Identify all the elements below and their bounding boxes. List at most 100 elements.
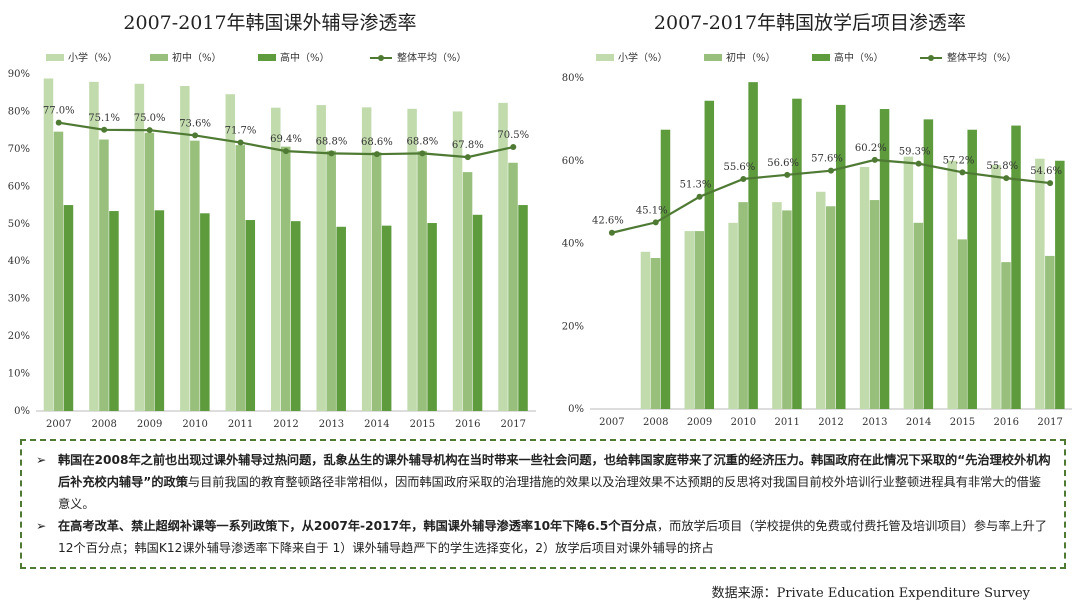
bar bbox=[144, 132, 155, 411]
x-tick-label: 2009 bbox=[687, 417, 712, 428]
bar bbox=[407, 108, 417, 411]
bar bbox=[1011, 125, 1021, 410]
x-tick-label: 2012 bbox=[273, 419, 298, 430]
bar bbox=[684, 231, 695, 409]
bar bbox=[694, 231, 705, 409]
bar bbox=[291, 221, 301, 411]
x-tick-label: 2017 bbox=[501, 419, 526, 430]
bar bbox=[991, 164, 1001, 409]
y-tick-label: 50% bbox=[8, 219, 30, 230]
bar bbox=[462, 172, 473, 411]
average-point bbox=[871, 156, 878, 163]
x-tick-label: 2007 bbox=[46, 419, 71, 430]
data-label: 68.8% bbox=[406, 136, 438, 147]
y-tick-label: 20% bbox=[8, 331, 30, 342]
average-point bbox=[55, 119, 62, 126]
data-label: 69.4% bbox=[270, 134, 302, 145]
data-label: 57.2% bbox=[943, 155, 975, 166]
data-label: 71.7% bbox=[225, 126, 257, 137]
data-label: 75.1% bbox=[88, 113, 120, 124]
average-point bbox=[959, 169, 966, 176]
legend-label: 小学（%） bbox=[68, 51, 118, 64]
legend-label: 高中（%） bbox=[834, 51, 884, 64]
x-tick-label: 2015 bbox=[950, 417, 975, 428]
average-point bbox=[373, 151, 380, 158]
bar bbox=[836, 104, 846, 410]
bar bbox=[869, 200, 880, 409]
y-tick-label: 40% bbox=[8, 256, 30, 267]
bar bbox=[472, 214, 483, 411]
bar bbox=[109, 211, 119, 411]
legend-label: 整体平均（%） bbox=[947, 51, 1017, 64]
chart-svg: 0% 10% 20% 30% 40% 50% 60% 70% 80% 90% 2007 2008 200… bbox=[8, 51, 536, 430]
bar bbox=[281, 146, 291, 412]
arrow-bullet-icon: ➢ bbox=[36, 519, 47, 533]
bar bbox=[417, 151, 427, 411]
x-tick-label: 2017 bbox=[1037, 417, 1062, 428]
chart-svg: 0% 20% 40% 60% 80% 2007 2008 2009 2010 2011 2012 20… bbox=[562, 51, 1072, 428]
bar bbox=[271, 107, 281, 411]
data-label: 57.6% bbox=[811, 154, 843, 165]
y-tick-label: 30% bbox=[8, 294, 30, 305]
average-point bbox=[784, 171, 791, 178]
x-tick-label: 2015 bbox=[410, 419, 435, 430]
legend-swatch bbox=[596, 54, 614, 61]
average-point bbox=[464, 154, 471, 161]
note-text: 与目前我国的教育整顿路径非常相似，因而韩国政府采取的治理措施的效果以及治理效果不… bbox=[58, 475, 1042, 511]
bar bbox=[508, 162, 518, 411]
bar bbox=[225, 94, 236, 411]
bar bbox=[235, 145, 246, 411]
bar bbox=[427, 223, 437, 411]
x-tick-label: 2008 bbox=[91, 419, 116, 430]
bar bbox=[518, 205, 528, 411]
bar bbox=[816, 191, 826, 409]
bar bbox=[967, 129, 977, 409]
bar bbox=[154, 210, 165, 411]
x-tick-label: 2012 bbox=[818, 417, 843, 428]
bar bbox=[245, 220, 256, 411]
bar bbox=[99, 139, 109, 411]
bar bbox=[326, 150, 336, 411]
bar bbox=[947, 160, 957, 409]
x-tick-label: 2013 bbox=[862, 417, 887, 428]
x-tick-label: 2009 bbox=[137, 419, 162, 430]
note-item: ➢ 韩国在2008年之前也出现过课外辅导过热问题，乱象丛生的课外辅导机构在当时带… bbox=[34, 449, 1052, 515]
x-tick-label: 2010 bbox=[731, 417, 756, 428]
note-item: ➢ 在高考改革、禁止超纲补课等一系列政策下，从2007年-2017年，韩国课外辅… bbox=[34, 515, 1052, 559]
y-tick-label: 40% bbox=[562, 239, 584, 250]
note-bold-text: 在高考改革、禁止超纲补课等一系列政策下，从2007年-2017年，韩国课外辅导渗… bbox=[58, 519, 657, 533]
bar bbox=[640, 251, 651, 409]
x-tick-label: 2014 bbox=[364, 419, 389, 430]
average-point bbox=[828, 167, 834, 174]
average-point bbox=[740, 175, 747, 182]
bar bbox=[498, 102, 508, 412]
bar bbox=[650, 257, 661, 409]
bar bbox=[381, 225, 392, 411]
bar bbox=[316, 105, 326, 411]
data-label: 68.8% bbox=[316, 136, 348, 147]
legend-label: 初中（%） bbox=[726, 51, 776, 64]
bar bbox=[782, 210, 792, 409]
average-point bbox=[510, 144, 517, 151]
x-tick-label: 2016 bbox=[455, 419, 480, 430]
y-tick-label: 10% bbox=[8, 369, 30, 380]
x-tick-label: 2007 bbox=[599, 417, 624, 428]
x-tick-label: 2011 bbox=[228, 419, 253, 430]
bar bbox=[913, 222, 924, 409]
average-point bbox=[237, 139, 244, 146]
note-text: ，而放学后项目（学校提供的免费或付费托管及培训项目）参与率上升了12个百分点；韩… bbox=[58, 519, 1047, 555]
data-label: 45.1% bbox=[636, 205, 668, 216]
legend-swatch bbox=[258, 54, 276, 61]
data-label: 70.5% bbox=[497, 130, 529, 141]
legend-line-marker bbox=[378, 55, 384, 61]
y-tick-label: 60% bbox=[562, 156, 584, 167]
data-label: 73.6% bbox=[179, 118, 211, 129]
data-label: 60.2% bbox=[855, 143, 887, 154]
chart-tutoring-penetration: 2007-2017年韩国课外辅导渗透率 0% 10% 20% 30% 40% 50% 60%… bbox=[0, 0, 540, 430]
y-tick-label: 90% bbox=[8, 69, 30, 80]
data-label: 68.6% bbox=[361, 137, 393, 148]
average-point bbox=[696, 193, 703, 200]
bar bbox=[43, 78, 54, 411]
data-label: 55.8% bbox=[986, 161, 1018, 172]
bar bbox=[748, 82, 758, 409]
